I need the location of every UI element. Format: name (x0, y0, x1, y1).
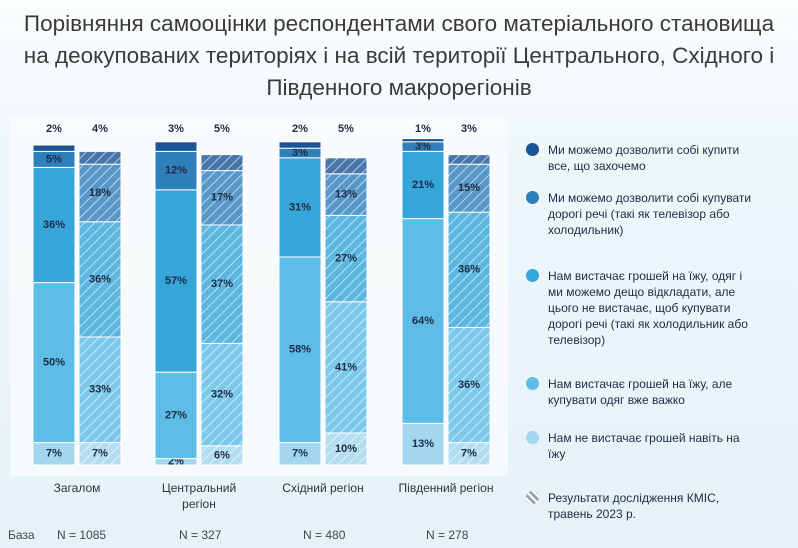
bar-segment (401, 138, 445, 143)
data-label: 1% (415, 123, 431, 135)
data-label: 7% (461, 448, 477, 460)
data-label: 13% (335, 189, 357, 201)
data-label: 5% (338, 123, 354, 135)
data-label: 21% (412, 179, 434, 191)
legend-marker (526, 143, 539, 156)
data-label: 18% (89, 187, 111, 199)
bar-segment (401, 150, 445, 220)
data-label: 4% (92, 123, 108, 135)
legend-marker (526, 491, 539, 504)
data-label: 12% (165, 165, 187, 177)
category-label: Східний регіон (282, 481, 364, 495)
kmis-bar-segment (200, 170, 244, 226)
legend-item: Ми можемо дозволити собі купувати дорогі… (526, 190, 758, 238)
data-label: 7% (46, 448, 62, 460)
data-label: 6% (214, 449, 230, 461)
data-label: 27% (165, 409, 187, 421)
data-label: 3% (292, 147, 308, 159)
kmis-bar-segment (200, 342, 244, 447)
data-label: 36% (89, 273, 111, 285)
data-label: 13% (412, 438, 434, 450)
data-label: 7% (292, 448, 308, 460)
kmis-bar-segment (324, 432, 368, 466)
bar-segment (278, 256, 322, 444)
legend-item: Нам вистачає грошей на їжу, але купувати… (526, 376, 758, 408)
data-label: 5% (46, 153, 62, 165)
legend-item: Нам вистачає грошей на їжу, одяг і ми мо… (526, 268, 758, 348)
kmis-bar-segment (447, 154, 491, 165)
bar-segment (154, 141, 198, 152)
base-label: База (8, 528, 35, 542)
category-label: Південний регіон (398, 481, 494, 495)
data-label: 36% (458, 379, 480, 391)
data-label: 36% (458, 264, 480, 276)
data-label: 64% (412, 315, 434, 327)
legend-marker (526, 269, 539, 282)
data-label: 2% (292, 123, 308, 135)
data-label: 2% (46, 123, 62, 135)
bar-segment (278, 157, 322, 258)
data-label: 37% (211, 278, 233, 290)
data-label: 17% (211, 192, 233, 204)
legend-item: Нам не вистачає грошей навіть на їжу (526, 430, 758, 462)
legend-item: Результати дослідження КМІС, травень 202… (526, 490, 758, 522)
bar-segment (278, 141, 322, 149)
base-value: N = 327 (179, 528, 222, 542)
data-label: 41% (335, 361, 357, 373)
legend-marker (526, 431, 539, 444)
base-value: N = 278 (426, 528, 469, 542)
data-label: 58% (289, 344, 311, 356)
bar-segment (32, 144, 76, 152)
kmis-bar-segment (78, 150, 122, 165)
bar-segment (154, 189, 198, 373)
base-value: N = 480 (303, 528, 346, 542)
data-label: 27% (335, 253, 357, 265)
bar-segment (32, 282, 76, 444)
kmis-bar-segment (447, 211, 491, 328)
kmis-bar-segment (324, 157, 368, 175)
bar-segment (32, 166, 76, 284)
kmis-bar-segment (324, 214, 368, 303)
data-label: 50% (43, 357, 65, 369)
data-label: 3% (461, 123, 477, 135)
chart-title: Порівняння самооцінки респондентами свог… (23, 11, 775, 100)
data-label: 3% (168, 123, 184, 135)
legend-marker (526, 191, 539, 204)
kmis-bar-segment (200, 154, 244, 172)
data-label: 15% (458, 182, 480, 194)
kmis-bar-segment (78, 221, 122, 338)
data-label: 5% (214, 123, 230, 135)
data-label: 7% (92, 448, 108, 460)
data-label: 32% (211, 389, 233, 401)
base-value: N = 1085 (57, 528, 107, 542)
data-label: 31% (289, 201, 311, 213)
data-label: 57% (165, 275, 187, 287)
category-label: Центральний регіон (161, 481, 237, 511)
data-label: 36% (43, 219, 65, 231)
kmis-bar-segment (447, 326, 491, 444)
category-label: Загалом (53, 481, 101, 495)
data-label: 10% (335, 443, 357, 455)
bar-segment (401, 422, 445, 466)
data-label: 33% (89, 384, 111, 396)
legend-item: Ми можемо дозволити собі купити все, що … (526, 142, 758, 174)
kmis-bar-segment (324, 173, 368, 216)
kmis-bar-segment (324, 301, 368, 434)
bar-segment (154, 150, 198, 191)
kmis-bar-segment (78, 163, 122, 223)
legend-marker (526, 377, 539, 390)
data-label: 3% (415, 141, 431, 153)
